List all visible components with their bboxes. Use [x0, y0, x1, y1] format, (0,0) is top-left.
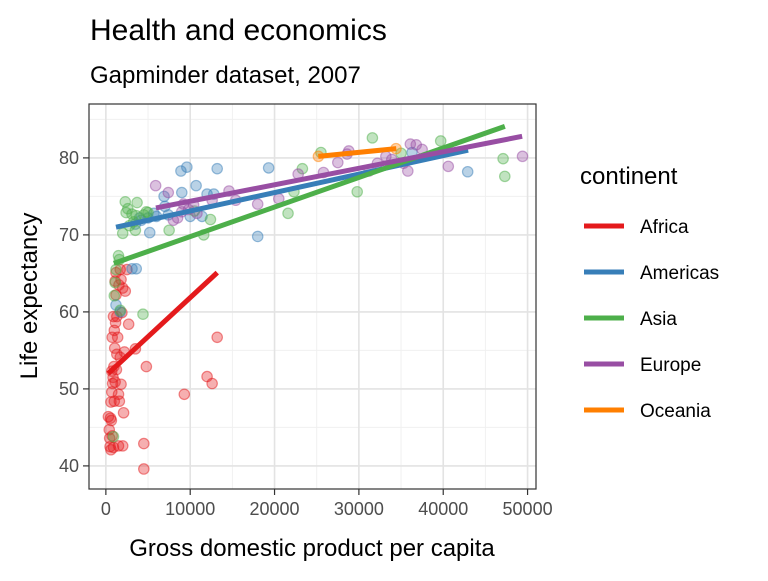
x-tick-label: 40000: [418, 499, 468, 519]
y-tick-label: 70: [59, 225, 79, 245]
legend-label-africa: Africa: [640, 217, 689, 238]
point-asia: [434, 135, 447, 147]
point-europe: [442, 160, 455, 173]
trend-lines: [106, 123, 523, 376]
point-africa: [138, 437, 150, 450]
point-asia: [163, 224, 175, 237]
point-europe: [516, 150, 529, 163]
point-americas: [143, 226, 156, 239]
point-asia: [366, 132, 379, 144]
point-asia: [351, 185, 363, 198]
point-americas: [461, 165, 474, 178]
legend-label-americas: Americas: [640, 263, 719, 284]
point-asia: [204, 213, 217, 226]
point-africa: [117, 406, 130, 419]
point-africa: [115, 273, 127, 286]
point-africa: [113, 395, 126, 408]
y-tick-label: 60: [59, 302, 79, 322]
point-africa: [109, 376, 121, 388]
point-asia: [107, 430, 120, 443]
point-asia: [129, 224, 142, 237]
point-africa: [140, 360, 153, 373]
point-americas: [175, 186, 188, 199]
trend-line-americas: [115, 147, 469, 230]
point-africa: [115, 378, 127, 391]
plot-border: [88, 103, 537, 490]
legend-label-asia: Asia: [640, 309, 677, 330]
point-americas: [175, 165, 187, 177]
point-europe: [149, 179, 162, 192]
point-asia: [137, 308, 149, 321]
legend-label-oceania: Oceania: [640, 401, 711, 422]
x-tick-label: 30000: [334, 499, 384, 519]
point-africa: [122, 318, 135, 331]
trend-line-asia: [113, 123, 506, 266]
legend: continent Africa Americas Asia Europe Oceani…: [580, 163, 719, 422]
point-asia: [142, 206, 154, 219]
legend-items: Africa Americas Asia Europe Oceania: [584, 217, 719, 422]
y-tick-label: 50: [59, 379, 79, 399]
x-axis: 0 10000 20000 30000 40000 50000: [101, 489, 553, 519]
legend-label-europe: Europe: [640, 355, 701, 376]
x-tick-label: 20000: [250, 499, 300, 519]
y-axis-label: Life expectancy: [16, 213, 43, 380]
point-europe: [162, 186, 175, 199]
point-africa: [108, 342, 121, 354]
y-tick-label: 80: [59, 148, 79, 168]
point-europe: [251, 198, 264, 210]
point-africa: [178, 388, 191, 401]
point-asia: [282, 207, 294, 220]
point-americas: [211, 162, 223, 175]
x-axis-label: Gross domestic product per capita: [129, 535, 495, 562]
point-africa: [119, 285, 132, 297]
point-africa: [206, 377, 218, 390]
legend-title: continent: [580, 163, 678, 190]
point-asia: [114, 304, 127, 317]
grid-major: [89, 104, 536, 489]
x-tick-label: 50000: [503, 499, 553, 519]
trend-line-oceania: [318, 146, 397, 159]
plot-background: [89, 104, 536, 489]
point-asia: [497, 152, 509, 165]
plot-area: [88, 103, 537, 490]
chart-title: Health and economics: [90, 14, 387, 47]
point-asia: [108, 289, 121, 302]
x-tick-label: 0: [101, 499, 111, 519]
point-americas: [126, 262, 138, 275]
point-africa: [112, 440, 125, 452]
point-africa: [211, 331, 223, 344]
point-africa: [116, 440, 129, 452]
x-tick-label: 10000: [165, 499, 215, 519]
point-americas: [181, 161, 193, 173]
chart-subtitle: Gapminder dataset, 2007: [90, 62, 361, 89]
point-asia: [498, 170, 511, 183]
point-asia: [131, 196, 143, 209]
point-asia: [110, 263, 122, 276]
y-tick-label: 40: [59, 456, 79, 476]
point-africa: [111, 331, 124, 344]
point-americas: [130, 262, 143, 275]
point-africa: [105, 414, 118, 427]
trend-line-europe: [155, 133, 523, 211]
trend-line-africa: [106, 270, 219, 376]
point-europe: [332, 156, 344, 169]
point-americas: [262, 162, 275, 174]
point-asia: [109, 276, 121, 289]
point-americas: [251, 230, 264, 243]
y-axis: 40 50 60 70 80: [59, 148, 89, 476]
point-europe: [402, 165, 414, 177]
point-africa: [138, 463, 150, 475]
point-americas: [190, 179, 202, 192]
